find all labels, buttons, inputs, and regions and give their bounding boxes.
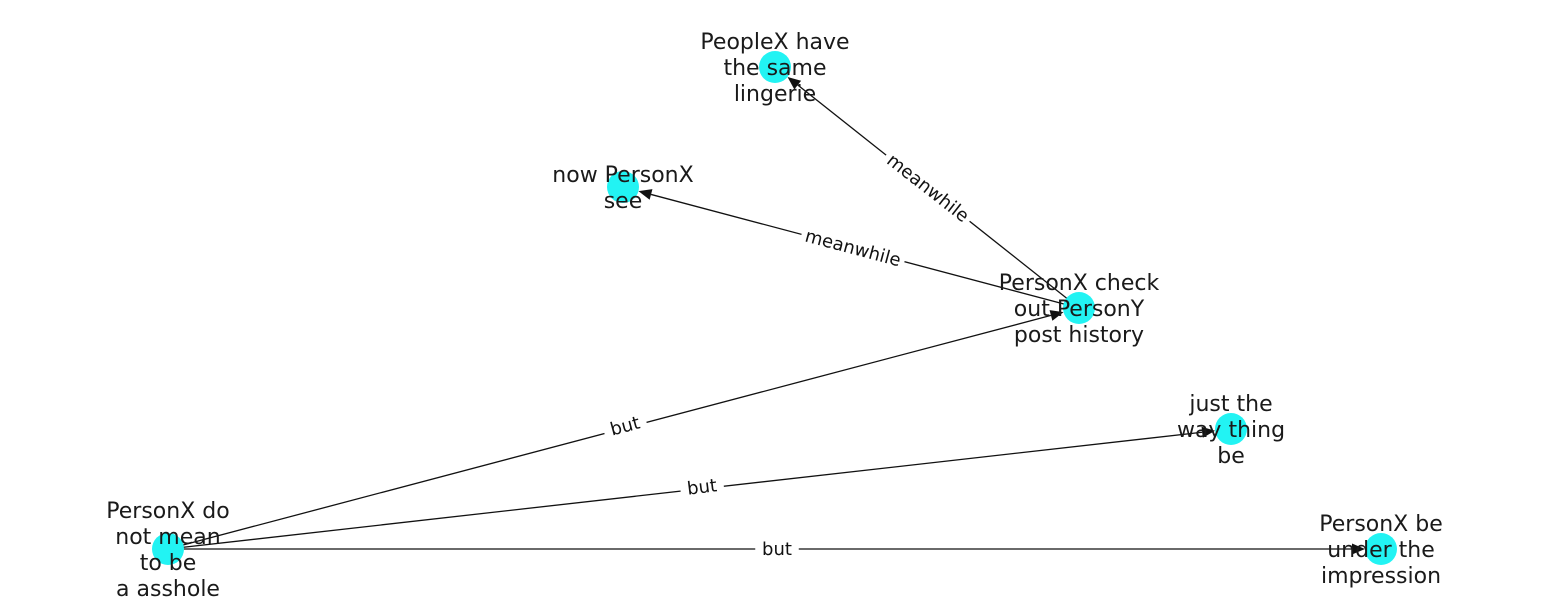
node-label-personx-not-mean: PersonX do not mean to be a asshole <box>106 499 229 602</box>
node-label-now-personx-see: now PersonX see <box>552 163 693 214</box>
node-now-personx-see[interactable] <box>607 171 639 203</box>
edge-label: meanwhile <box>883 150 973 227</box>
edge-label: meanwhile <box>803 226 903 272</box>
node-label-line: a asshole <box>116 577 220 602</box>
node-label-personx-impression: PersonX be under the impression <box>1319 512 1443 589</box>
node-label-line: not mean <box>115 525 220 550</box>
node-label-line: under the <box>1327 538 1435 563</box>
edge-label: but <box>608 412 642 440</box>
node-label-peoplex-same-lingerie: PeopleX have the same lingerie <box>700 30 849 107</box>
arrowhead <box>1352 543 1365 555</box>
edge-personx-not-mean-to-personx-check-history: but <box>167 310 1064 550</box>
arrowhead <box>638 189 653 200</box>
arrowhead <box>1201 426 1216 438</box>
node-label-line: way thing <box>1177 418 1285 443</box>
node-labels-layer: PeopleX have the same lingerie now PersonX s… <box>106 30 1442 602</box>
edge-label-group: meanwhile <box>798 222 908 274</box>
node-label-line: PersonX be <box>1319 512 1443 537</box>
edge-label-background <box>755 537 799 561</box>
node-label-personx-check-history: PersonX check out PersonY post history <box>999 271 1160 348</box>
node-label-line: PersonX do <box>106 499 229 524</box>
nodes-layer <box>152 51 1397 565</box>
edge-label-group: but <box>755 537 799 561</box>
edge-label: but <box>686 475 718 499</box>
node-label-line: now PersonX <box>552 163 693 188</box>
node-label-line: PeopleX have <box>700 30 849 55</box>
edge-personx-not-mean-to-personx-impression: but <box>168 537 1365 561</box>
edge-label-background <box>678 472 726 502</box>
edge-label-group: but <box>600 408 650 444</box>
node-label-line: PersonX check <box>999 271 1160 296</box>
node-label-line: see <box>604 189 643 214</box>
node-personx-not-mean[interactable] <box>152 533 184 565</box>
node-peoplex-same-lingerie[interactable] <box>759 51 791 83</box>
node-personx-impression[interactable] <box>1365 533 1397 565</box>
edge-label-background <box>798 222 908 274</box>
edge-label-background <box>878 145 978 231</box>
node-label-line: impression <box>1321 564 1441 589</box>
node-label-line: out PersonY <box>1014 297 1145 322</box>
node-label-line: just the <box>1188 392 1272 417</box>
node-personx-check-history[interactable] <box>1063 292 1095 324</box>
node-label-line: post history <box>1014 323 1144 348</box>
node-label-line: the same <box>723 56 826 81</box>
edge-label-group: meanwhile <box>878 145 978 231</box>
edge-label: but <box>762 539 792 560</box>
node-label-line: lingerie <box>734 82 816 107</box>
edge-label-group: but <box>678 472 726 502</box>
node-just-the-way[interactable] <box>1215 413 1247 445</box>
node-label-line: to be <box>140 551 197 576</box>
node-label-line: be <box>1217 444 1245 469</box>
edge-personx-not-mean-to-just-the-way: but <box>167 426 1216 550</box>
arrowhead <box>1049 310 1064 321</box>
node-label-just-the-way: just the way thing be <box>1177 392 1285 469</box>
edge-label-background <box>600 408 650 444</box>
arrowhead <box>787 76 802 90</box>
